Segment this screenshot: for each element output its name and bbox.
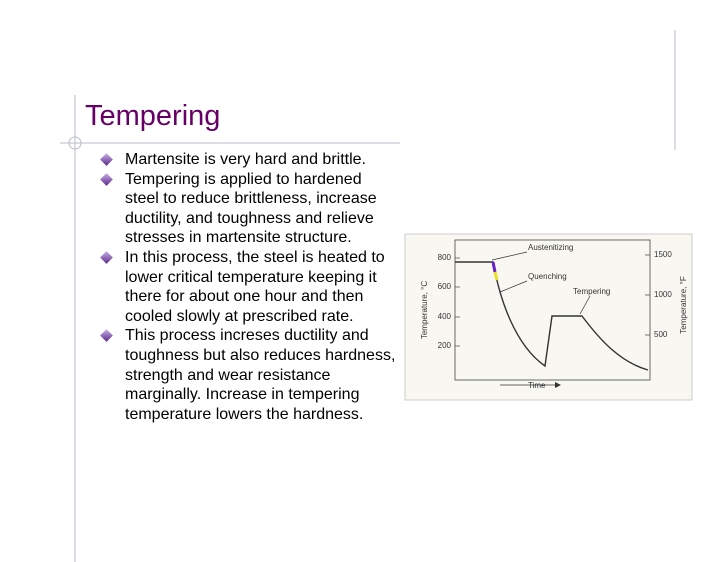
bullet: Martensite is very hard and brittle. xyxy=(98,150,398,170)
y2-axis-label: Temperature, °F xyxy=(679,276,688,334)
figure-frame xyxy=(404,233,693,401)
y-tick-label: 600 xyxy=(438,282,452,291)
y2-tick-label: 500 xyxy=(654,330,668,339)
x-axis-label: Time xyxy=(528,381,546,390)
y2-tick-label: 1500 xyxy=(654,250,672,259)
quench-start xyxy=(491,261,497,273)
y-tick-label: 200 xyxy=(438,341,452,350)
temperature-curve xyxy=(455,261,649,371)
leader xyxy=(579,295,591,315)
y2-tick-label: 1000 xyxy=(654,290,672,299)
leader xyxy=(491,251,528,261)
annotation: Quenching xyxy=(528,272,567,281)
slide-title: Tempering xyxy=(85,100,221,132)
bullet-list: Martensite is very hard and brittle. Tem… xyxy=(98,150,398,424)
y-tick-label: 400 xyxy=(438,312,452,321)
bullet: Tempering is applied to hardened steel t… xyxy=(98,170,398,248)
arrow-head xyxy=(555,382,561,388)
leader xyxy=(499,280,528,293)
bullet: This process increses ductility and toug… xyxy=(98,326,398,424)
quench-start xyxy=(493,271,499,281)
annotation: Tempering xyxy=(573,287,610,296)
y-tick-label: 800 xyxy=(438,253,452,262)
annotation: Austenitizing xyxy=(528,243,573,252)
plot-area xyxy=(454,239,651,381)
bullet: In this process, the steel is heated to … xyxy=(98,248,398,326)
y-axis-label: Temperature, °C xyxy=(420,281,429,340)
